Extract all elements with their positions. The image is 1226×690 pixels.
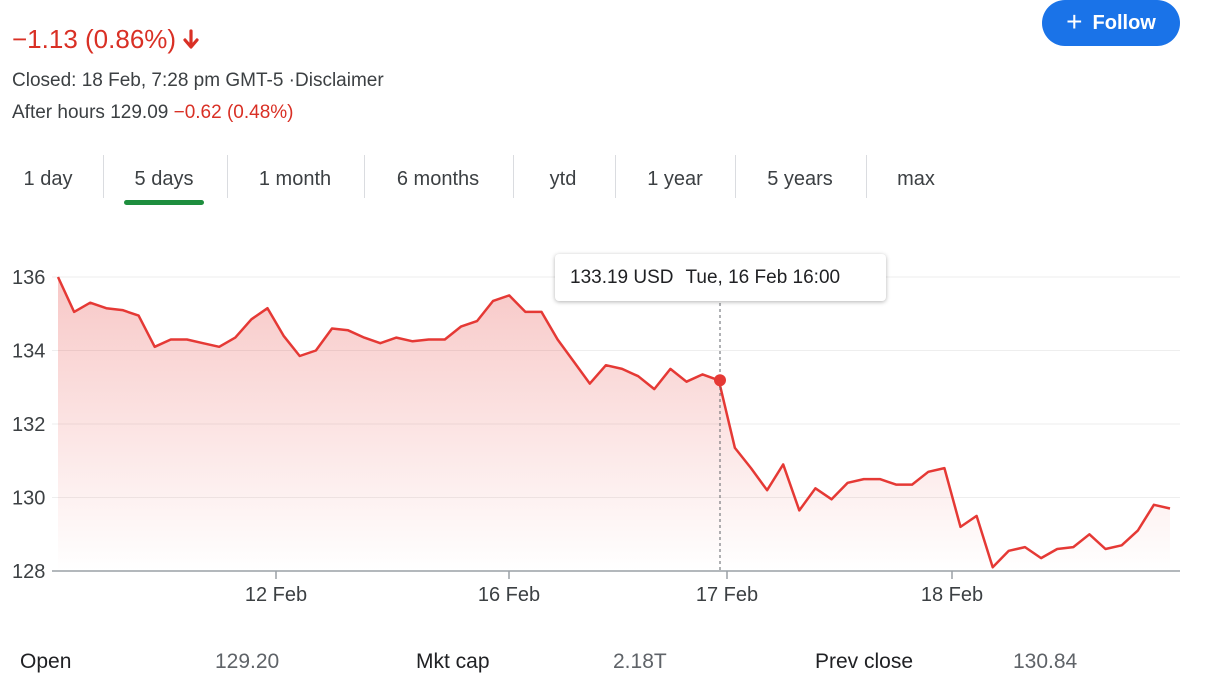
plus-icon: + bbox=[1066, 6, 1083, 37]
y-tick-label: 132 bbox=[12, 414, 45, 436]
x-tick-label: 18 Feb bbox=[921, 584, 983, 606]
tab-divider bbox=[103, 155, 104, 198]
tooltip-price: 133.19 USD bbox=[570, 266, 674, 288]
stat-open-label: Open bbox=[20, 650, 72, 673]
tab-5-years[interactable]: 5 years bbox=[767, 167, 833, 190]
follow-button[interactable]: + Follow bbox=[1042, 0, 1180, 46]
tab-5-days[interactable]: 5 days bbox=[134, 167, 194, 190]
y-tick-label: 134 bbox=[12, 341, 45, 363]
x-tick-label: 17 Feb bbox=[696, 584, 758, 606]
price-change-value: −1.13 (0.86%) bbox=[12, 24, 177, 54]
time-range-tabs: 1 day 5 days 1 month 6 months ytd 1 year… bbox=[0, 150, 1226, 208]
y-axis: 136 134 132 130 128 bbox=[12, 267, 45, 583]
follow-button-label: Follow bbox=[1092, 11, 1156, 34]
x-tick-label: 12 Feb bbox=[245, 584, 307, 606]
tab-max[interactable]: max bbox=[897, 167, 935, 190]
tab-divider bbox=[364, 155, 365, 198]
after-hours-change: −0.62 (0.48%) bbox=[173, 102, 294, 123]
tab-divider bbox=[615, 155, 616, 198]
price-chart[interactable]: 136 134 132 130 128 12 Feb 16 Feb 17 Feb 18 Feb bbox=[0, 230, 1226, 630]
stat-prev-close-value: 130.84 bbox=[1013, 650, 1078, 673]
market-closed-status: Closed: 18 Feb, 7:28 pm GMT-5 ·Disclaime… bbox=[12, 70, 384, 91]
arrow-down-icon bbox=[183, 28, 199, 49]
after-hours: After hours 129.09 −0.62 (0.48%) bbox=[12, 102, 294, 124]
y-tick-label: 130 bbox=[12, 488, 45, 510]
chart-tooltip: 133.19 USD Tue, 16 Feb 16:00 bbox=[555, 254, 886, 301]
tab-divider bbox=[735, 155, 736, 198]
hover-point bbox=[714, 374, 726, 387]
price-line bbox=[56, 276, 1171, 569]
tab-1-day[interactable]: 1 day bbox=[23, 167, 73, 190]
tab-divider bbox=[513, 155, 514, 198]
tab-ytd[interactable]: ytd bbox=[549, 167, 577, 190]
price-change: −1.13 (0.86%) bbox=[12, 24, 200, 55]
active-tab-indicator bbox=[124, 200, 204, 205]
tab-1-month[interactable]: 1 month bbox=[258, 167, 332, 190]
tab-1-year[interactable]: 1 year bbox=[647, 167, 703, 190]
y-tick-label: 128 bbox=[12, 561, 45, 583]
stat-mkt-cap-value: 2.18T bbox=[613, 650, 667, 673]
x-tick-label: 16 Feb bbox=[478, 584, 540, 606]
stat-prev-close-label: Prev close bbox=[815, 650, 914, 673]
y-tick-label: 136 bbox=[12, 267, 45, 289]
tab-6-months[interactable]: 6 months bbox=[396, 167, 480, 190]
stat-open-value: 129.20 bbox=[215, 650, 280, 673]
tab-divider bbox=[866, 155, 867, 198]
x-axis: 12 Feb 16 Feb 17 Feb 18 Feb bbox=[245, 571, 983, 606]
key-stats: Open 129.20 Mkt cap 2.18T Prev close 130… bbox=[0, 650, 1226, 684]
tooltip-time: Tue, 16 Feb 16:00 bbox=[685, 266, 841, 288]
price-area bbox=[58, 277, 1170, 571]
tab-divider bbox=[227, 155, 228, 198]
after-hours-label: After hours 129.09 bbox=[12, 102, 169, 123]
stat-mkt-cap-label: Mkt cap bbox=[416, 650, 490, 673]
